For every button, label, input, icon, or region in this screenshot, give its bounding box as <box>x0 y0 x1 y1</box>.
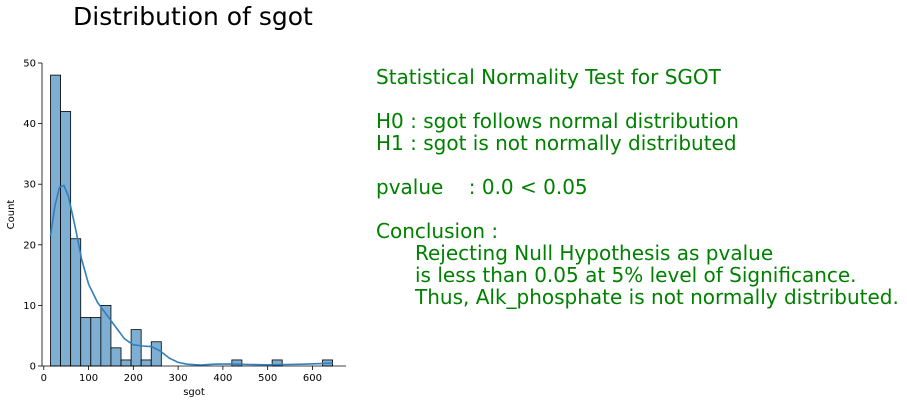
stats-heading: Statistical Normality Test for SGOT <box>376 65 721 89</box>
y-tick-label: 0 <box>30 362 36 373</box>
alt-hypothesis: H1 : sgot is not normally distributed <box>376 131 737 155</box>
conclusion-line: Rejecting Null Hypothesis as pvalue <box>415 241 774 265</box>
null-hypothesis: H0 : sgot follows normal distribution <box>376 109 739 133</box>
y-tick-label: 30 <box>23 180 36 191</box>
histogram-bar <box>140 359 152 367</box>
histogram-bar <box>90 317 102 367</box>
x-tick-label: 600 <box>303 373 322 384</box>
y-tick-label: 50 <box>23 59 36 70</box>
histogram-bar <box>80 317 92 367</box>
spacer <box>376 198 899 220</box>
histogram-bar <box>130 329 142 367</box>
x-tick-label: 500 <box>258 373 277 384</box>
x-tick-label: 100 <box>79 373 98 384</box>
spacer <box>376 88 899 110</box>
x-tick-label: 400 <box>213 373 232 384</box>
histogram-bar <box>70 238 82 367</box>
y-tick-label: 20 <box>23 240 36 251</box>
histogram-chart: 0 100 200 300 400 500 600 0 10 20 30 40 50 sgot Coun… <box>6 59 346 398</box>
y-tick-label: 40 <box>23 119 36 130</box>
x-tick-label: 200 <box>124 373 143 384</box>
x-tick-label: 300 <box>169 373 188 384</box>
kde-curve <box>49 184 333 366</box>
conclusion-label: Conclusion : <box>376 219 499 243</box>
x-tick-label: 0 <box>41 373 47 384</box>
x-axis-label: sgot <box>183 387 205 398</box>
histogram-bar <box>150 341 162 367</box>
spacer <box>376 154 899 176</box>
histogram-bar <box>231 359 243 367</box>
y-axis-label: Count <box>6 200 17 230</box>
y-tick-label: 10 <box>23 301 36 312</box>
normality-test-panel: Statistical Normality Test for SGOT H0 :… <box>376 66 899 308</box>
tick-labels: 0 100 200 300 400 500 600 0 10 20 30 40 50 <box>23 59 322 385</box>
chart-title: Distribution of sgot <box>73 2 313 31</box>
conclusion-line: is less than 0.05 at 5% level of Signifi… <box>415 263 857 287</box>
histogram-bar <box>120 359 132 367</box>
axes <box>41 63 346 367</box>
histogram-bars <box>50 74 333 367</box>
histogram-bar <box>110 347 122 367</box>
conclusion-line: Thus, Alk_phosphate is not normally dist… <box>415 285 899 309</box>
histogram-bar <box>60 111 72 367</box>
pvalue-line: pvalue : 0.0 < 0.05 <box>376 175 588 199</box>
